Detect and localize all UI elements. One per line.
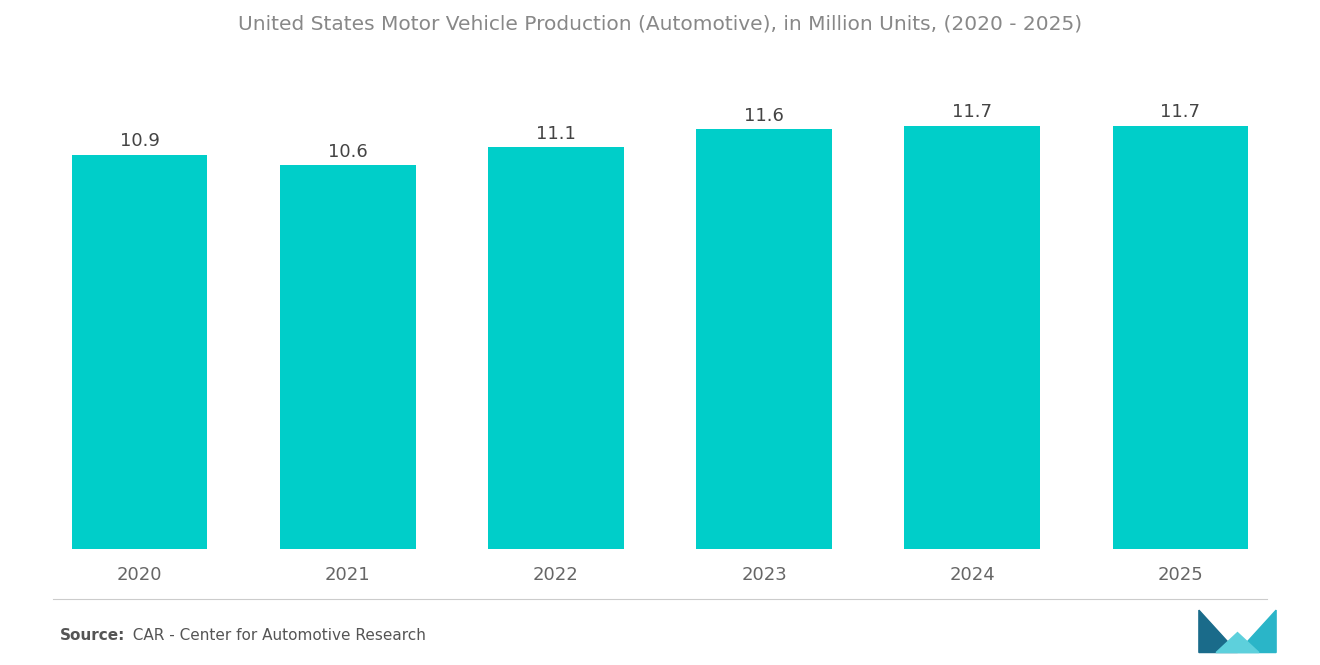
Polygon shape xyxy=(1216,632,1259,652)
Bar xyxy=(280,166,416,549)
Polygon shape xyxy=(1238,610,1276,652)
Text: 10.9: 10.9 xyxy=(120,132,160,150)
Bar xyxy=(904,126,1040,549)
Text: Source:: Source: xyxy=(59,628,125,642)
Polygon shape xyxy=(1199,610,1238,652)
Bar xyxy=(697,129,832,549)
Text: 11.7: 11.7 xyxy=(952,103,993,121)
Bar xyxy=(488,148,623,549)
Text: 11.1: 11.1 xyxy=(536,125,576,143)
Title: United States Motor Vehicle Production (Automotive), in Million Units, (2020 - 2: United States Motor Vehicle Production (… xyxy=(238,15,1082,34)
Bar xyxy=(1113,126,1247,549)
Text: 11.6: 11.6 xyxy=(744,107,784,125)
Text: 10.6: 10.6 xyxy=(329,143,368,161)
Text: CAR - Center for Automotive Research: CAR - Center for Automotive Research xyxy=(123,628,425,642)
Bar xyxy=(73,154,207,549)
Text: 11.7: 11.7 xyxy=(1160,103,1200,121)
